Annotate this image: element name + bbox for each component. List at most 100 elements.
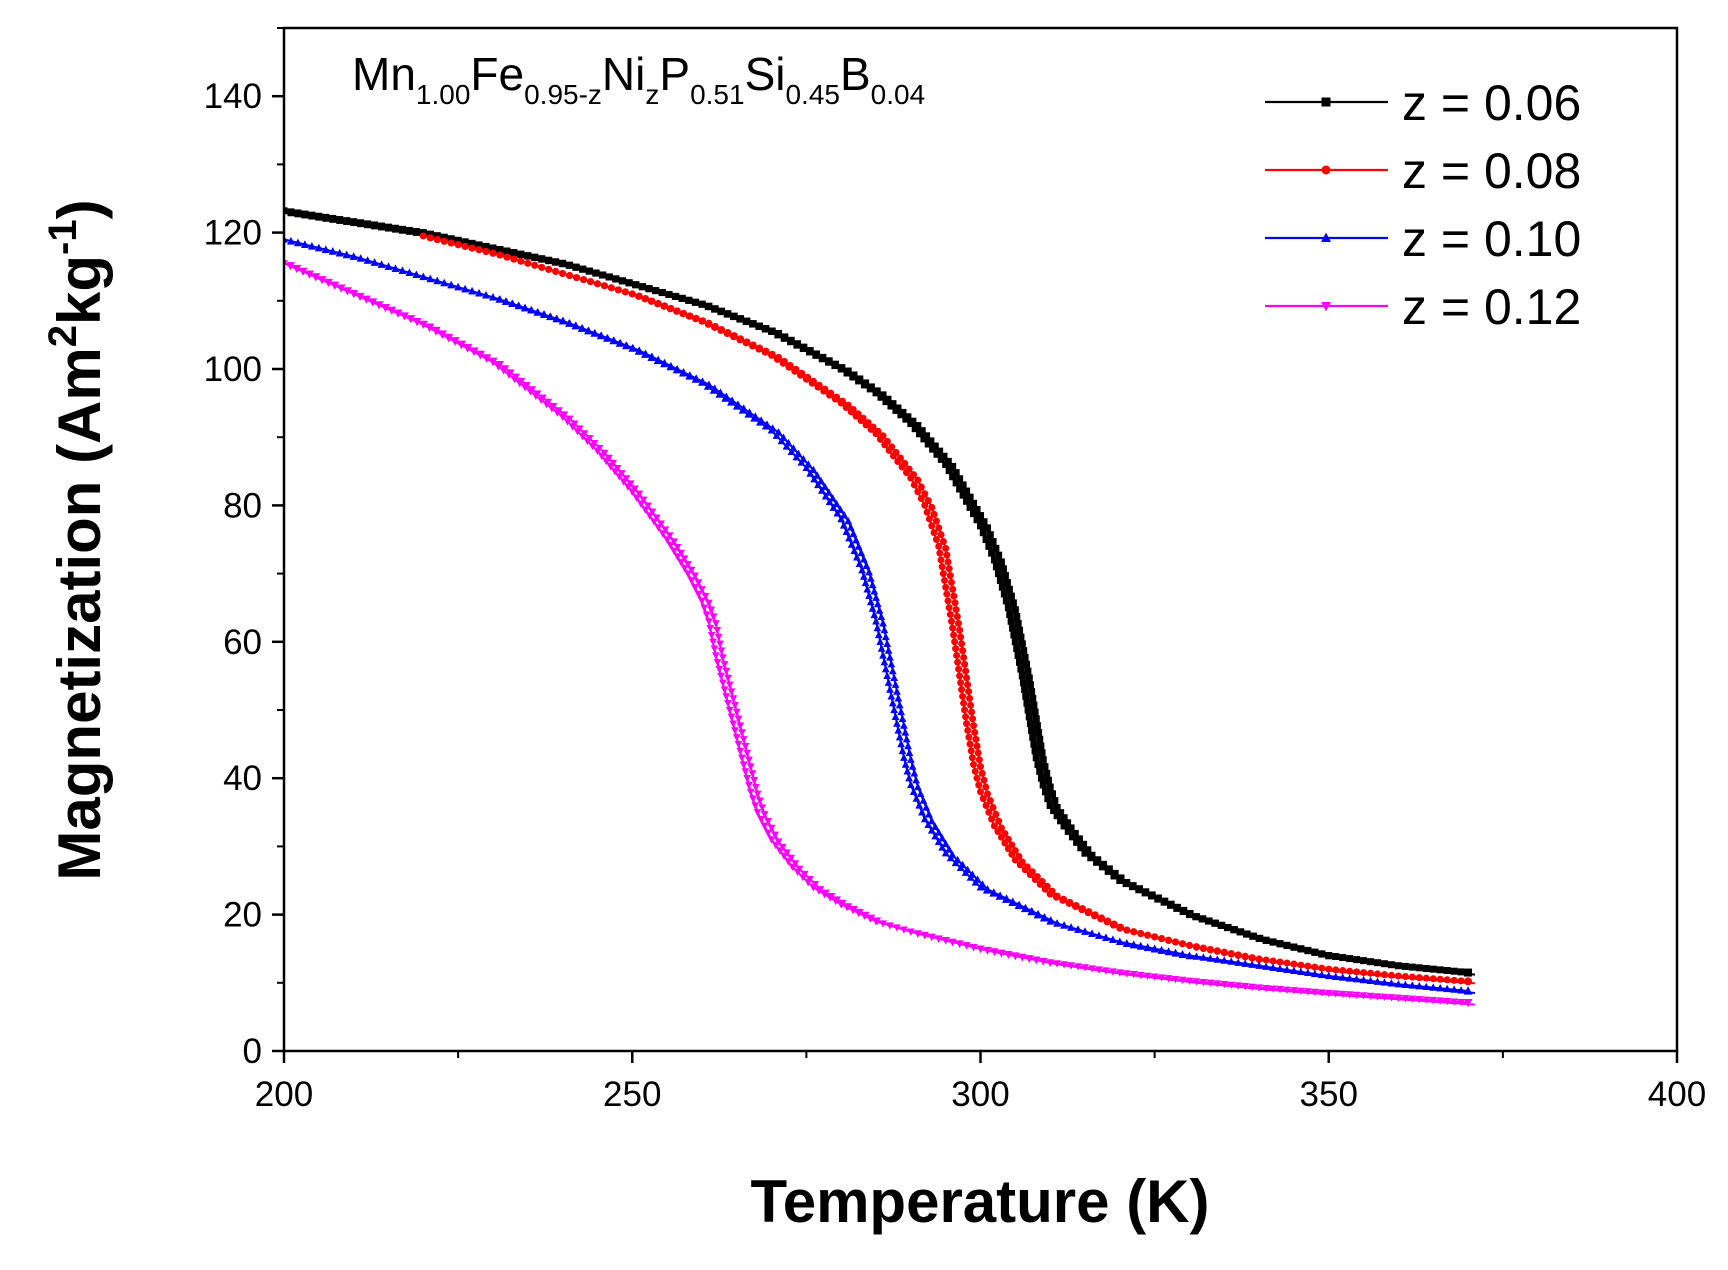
data-point: [971, 767, 979, 775]
data-point: [721, 394, 729, 402]
data-point: [308, 211, 316, 219]
data-point: [651, 287, 659, 295]
data-point: [698, 317, 706, 325]
data-point: [952, 469, 960, 477]
legend-item: z = 0.06: [1265, 75, 1581, 131]
data-point: [907, 755, 915, 763]
data-point: [961, 706, 969, 714]
data-point: [866, 915, 875, 923]
data-point: [573, 428, 582, 436]
data-point: [927, 933, 936, 941]
data-point: [461, 285, 469, 293]
data-point: [1018, 953, 1027, 962]
data-point: [610, 468, 619, 476]
data-point: [614, 286, 622, 294]
data-point: [357, 219, 365, 227]
data-point: [760, 822, 769, 831]
data-point: [888, 666, 897, 675]
data-point: [825, 497, 834, 506]
data-point: [1007, 617, 1015, 625]
data-point: [1102, 967, 1110, 975]
data-point: [1009, 624, 1017, 632]
data-point: [907, 780, 915, 789]
data-point: [1269, 957, 1277, 965]
data-point: [914, 476, 922, 484]
data-point: [311, 274, 320, 282]
data-point: [1034, 761, 1042, 769]
data-point: [1318, 950, 1326, 958]
data-point: [468, 244, 476, 252]
data-point: [944, 597, 952, 605]
data-point: [1041, 885, 1049, 893]
data-point: [1027, 907, 1036, 916]
data-point: [1073, 838, 1081, 846]
data-point: [1172, 938, 1180, 946]
data-point: [910, 481, 918, 489]
data-point: [605, 273, 613, 281]
data-point: [677, 559, 685, 567]
data-point: [954, 619, 962, 627]
data-point: [785, 363, 793, 371]
data-point: [839, 521, 848, 529]
legend-item: z = 0.10: [1265, 211, 1581, 267]
data-point: [635, 490, 644, 498]
data-point: [489, 293, 497, 301]
data-point: [984, 790, 991, 798]
data-point: [982, 536, 990, 543]
data-point: [1429, 965, 1437, 973]
series-line-branch: [290, 211, 1476, 976]
data-point: [938, 563, 946, 571]
data-point: [673, 553, 682, 561]
data-point: [943, 551, 951, 559]
data-point: [883, 639, 892, 647]
data-point: [842, 527, 851, 535]
data-point: [470, 348, 478, 357]
data-point: [826, 894, 834, 902]
data-point: [844, 516, 853, 525]
data-point: [854, 542, 863, 550]
legend: z = 0.06 z = 0.08 z = 0.10 z = 0.12: [1265, 75, 1581, 335]
data-point: [648, 508, 657, 516]
data-point: [1108, 935, 1117, 943]
data-point: [1359, 975, 1368, 984]
data-point: [1192, 952, 1201, 960]
data-point: [1352, 975, 1361, 983]
data-point: [876, 435, 884, 443]
data-point: [1241, 952, 1249, 960]
data-point: [992, 563, 1000, 571]
data-point: [949, 462, 957, 470]
data-point: [894, 726, 903, 734]
data-point: [1339, 954, 1347, 962]
data-point: [866, 385, 874, 393]
data-point: [1021, 866, 1029, 874]
data-point: [1290, 960, 1298, 968]
data-point: [670, 547, 678, 556]
data-point: [767, 824, 776, 833]
series-012: [284, 260, 1476, 1008]
data-point: [951, 858, 960, 867]
data-point: [1276, 958, 1284, 966]
data-point: [666, 305, 674, 313]
data-point: [994, 570, 1002, 578]
data-point: [593, 280, 601, 288]
data-point: [1122, 939, 1131, 947]
data-point: [579, 265, 586, 273]
data-point: [907, 928, 915, 936]
data-point: [1025, 713, 1033, 721]
data-point: [387, 307, 396, 315]
data-point: [983, 946, 992, 955]
data-point: [1115, 937, 1124, 946]
data-point: [1262, 962, 1270, 970]
data-point: [322, 213, 330, 221]
data-point: [741, 742, 750, 751]
data-point: [419, 321, 428, 329]
data-point: [1049, 790, 1057, 798]
x-tick-label: 300: [951, 1075, 1009, 1114]
data-point: [892, 406, 900, 414]
data-point: [1046, 890, 1054, 898]
data-point: [482, 291, 490, 299]
data-point: [1031, 747, 1039, 755]
data-point: [660, 359, 668, 368]
data-point: [1276, 940, 1284, 948]
data-point: [888, 698, 897, 707]
